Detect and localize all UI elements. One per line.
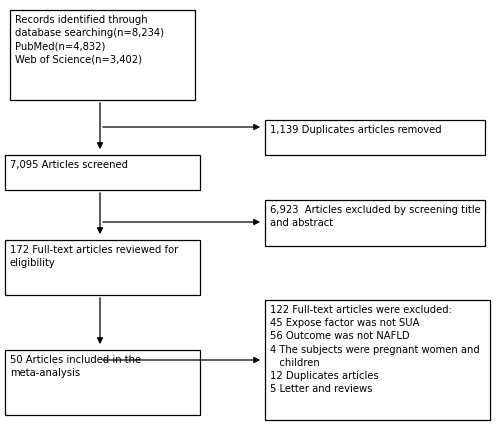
Bar	[5, 240, 200, 295]
Text: 50 Articles included in the
meta-analysis: 50 Articles included in the meta-analysi…	[10, 355, 141, 378]
Bar	[10, 10, 195, 100]
Text: Records identified through
database searching(n=8,234)
PubMed(n=4,832)
Web of Sc: Records identified through database sear…	[15, 15, 164, 65]
Bar	[265, 300, 490, 420]
Text: 1,139 Duplicates articles removed: 1,139 Duplicates articles removed	[270, 125, 442, 135]
Bar	[5, 350, 200, 415]
Text: 6,923  Articles excluded by screening title
and abstract: 6,923 Articles excluded by screening tit…	[270, 205, 481, 228]
Text: 172 Full-text articles reviewed for
eligibility: 172 Full-text articles reviewed for elig…	[10, 245, 178, 268]
Bar	[265, 200, 485, 246]
Text: 122 Full-text articles were excluded:
45 Expose factor was not SUA
56 Outcome wa: 122 Full-text articles were excluded: 45…	[270, 305, 480, 394]
Bar	[5, 155, 200, 190]
Bar	[265, 120, 485, 155]
Text: 7,095 Articles screened: 7,095 Articles screened	[10, 160, 128, 170]
